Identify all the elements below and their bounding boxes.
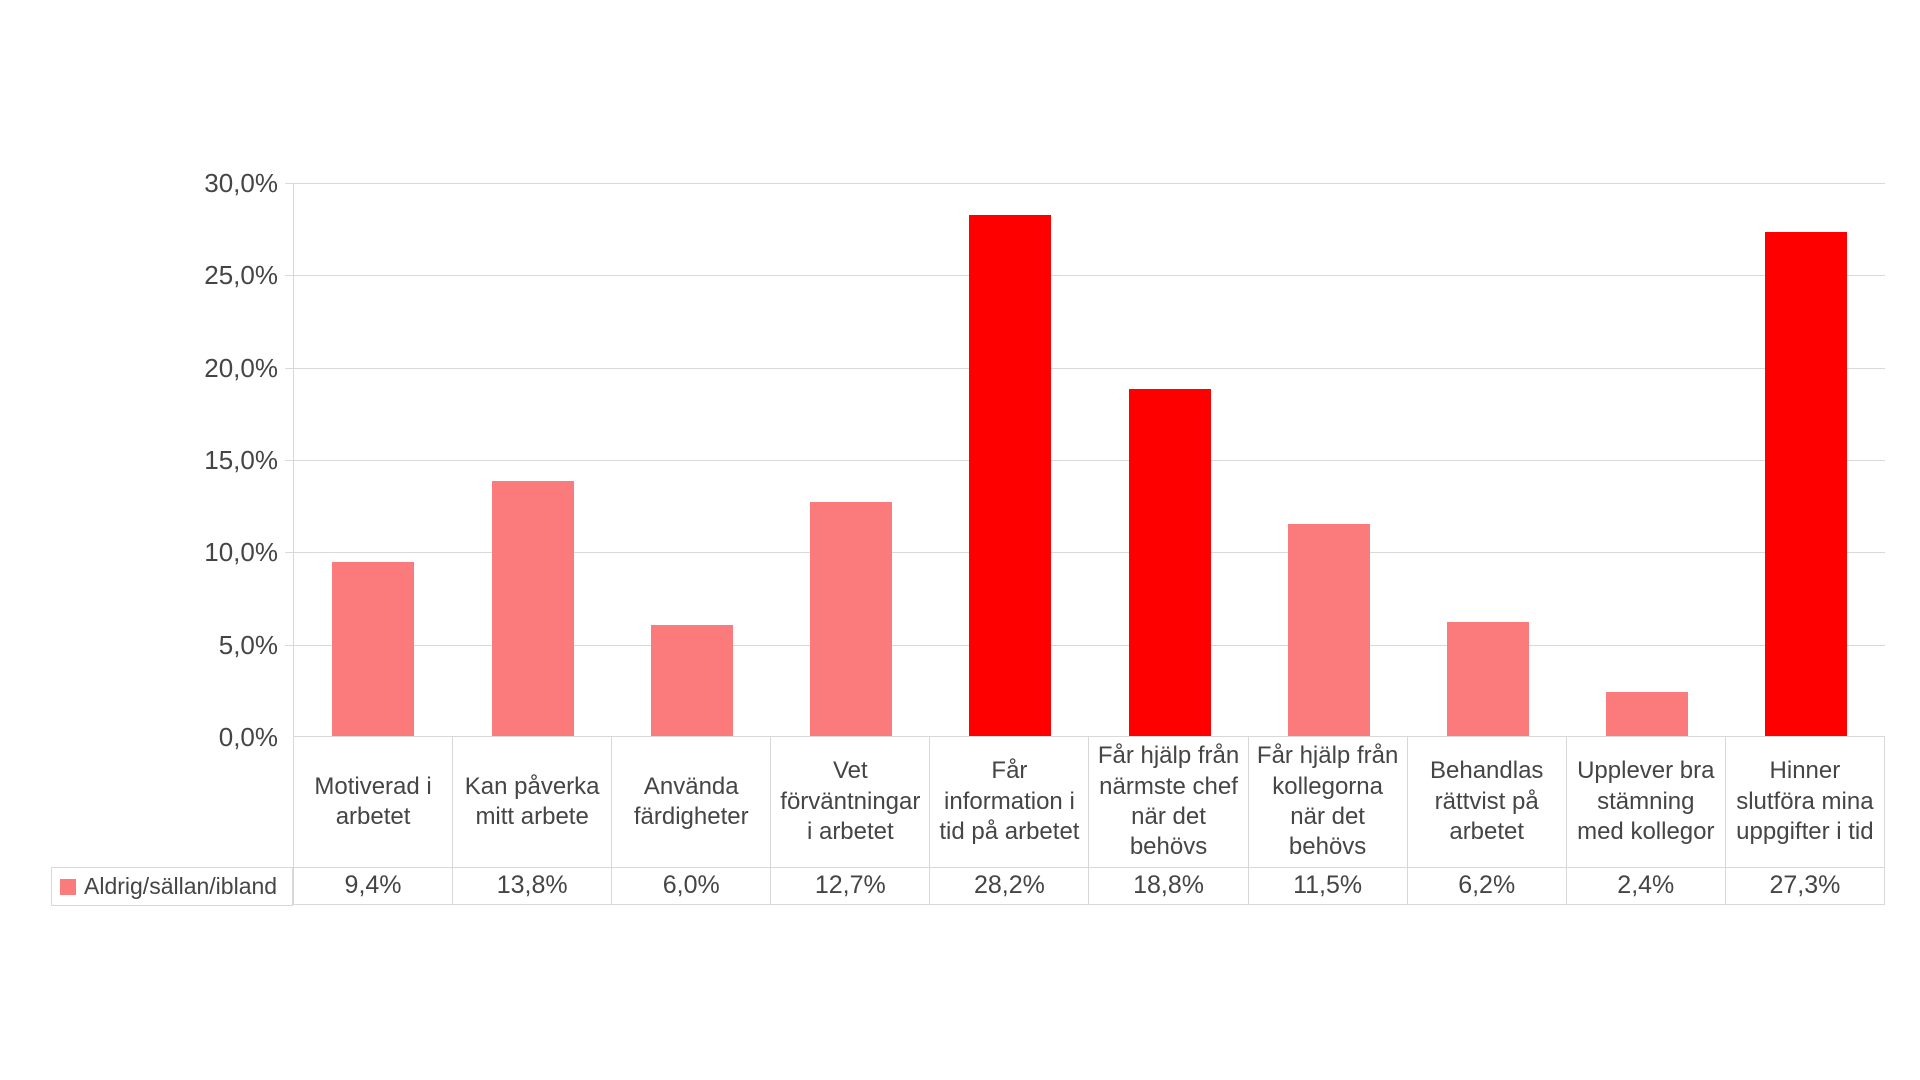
category-row: Motiverad i arbetet Kan påverka mitt arb… bbox=[293, 737, 1885, 867]
category-cell: Får hjälp från närmste chef när det behö… bbox=[1089, 737, 1249, 867]
y-axis-label: 15,0% bbox=[204, 445, 278, 475]
bar bbox=[1765, 231, 1847, 736]
gridline bbox=[285, 460, 1885, 461]
bar bbox=[492, 481, 574, 736]
y-axis-label: 5,0% bbox=[218, 630, 278, 660]
value-cell: 9,4% bbox=[293, 868, 454, 904]
category-cell: Behandlas rättvist på arbetet bbox=[1408, 737, 1567, 867]
plot-area bbox=[285, 183, 1885, 737]
category-cell: Motiverad i arbetet bbox=[293, 737, 454, 867]
bar bbox=[1447, 621, 1529, 736]
category-cell: Använda färdigheter bbox=[612, 737, 772, 867]
bar bbox=[651, 625, 733, 736]
bar bbox=[1288, 523, 1370, 736]
category-cell: Kan påverka mitt arbete bbox=[453, 737, 613, 867]
value-cell: 28,2% bbox=[930, 868, 1090, 904]
y-axis-label: 0,0% bbox=[218, 722, 278, 752]
bar bbox=[969, 215, 1051, 736]
y-axis-label: 25,0% bbox=[204, 260, 278, 290]
category-cell: Får information i tid på arbetet bbox=[930, 737, 1090, 867]
value-cell: 11,5% bbox=[1249, 868, 1408, 904]
y-axis-label: 20,0% bbox=[204, 353, 278, 383]
value-cell: 6,0% bbox=[612, 868, 772, 904]
gridline bbox=[285, 183, 1885, 184]
y-axis-label: 10,0% bbox=[204, 537, 278, 567]
gridline bbox=[285, 368, 1885, 369]
value-cell: 13,8% bbox=[453, 868, 613, 904]
category-cell: Får hjälp från kollegorna när det behövs bbox=[1249, 737, 1408, 867]
gridline bbox=[285, 552, 1885, 553]
legend-swatch-icon bbox=[60, 878, 76, 895]
value-row: 9,4% 13,8% 6,0% 12,7% 28,2% 18,8% 11,5% … bbox=[293, 867, 1885, 905]
value-cell: 27,3% bbox=[1726, 868, 1885, 904]
value-cell: 12,7% bbox=[771, 868, 931, 904]
bar bbox=[332, 562, 414, 736]
value-cell: 2,4% bbox=[1567, 868, 1726, 904]
legend-key: Aldrig/sällan/ibland bbox=[51, 867, 293, 906]
data-table: Motiverad i arbetet Kan påverka mitt arb… bbox=[293, 737, 1885, 905]
category-cell: Upplever bra stämning med kollegor bbox=[1567, 737, 1726, 867]
gridline bbox=[285, 275, 1885, 276]
legend-label: Aldrig/sällan/ibland bbox=[84, 873, 278, 899]
bar bbox=[1129, 388, 1211, 736]
y-axis-label: 30,0% bbox=[204, 168, 278, 198]
value-cell: 6,2% bbox=[1408, 868, 1567, 904]
bar bbox=[1606, 691, 1688, 736]
bar bbox=[810, 501, 892, 736]
category-cell: Hinner slutföra mina uppgifter i tid bbox=[1726, 737, 1885, 867]
gridline bbox=[285, 645, 1885, 646]
value-cell: 18,8% bbox=[1089, 868, 1249, 904]
category-cell: Vet förväntningar i arbetet bbox=[771, 737, 931, 867]
